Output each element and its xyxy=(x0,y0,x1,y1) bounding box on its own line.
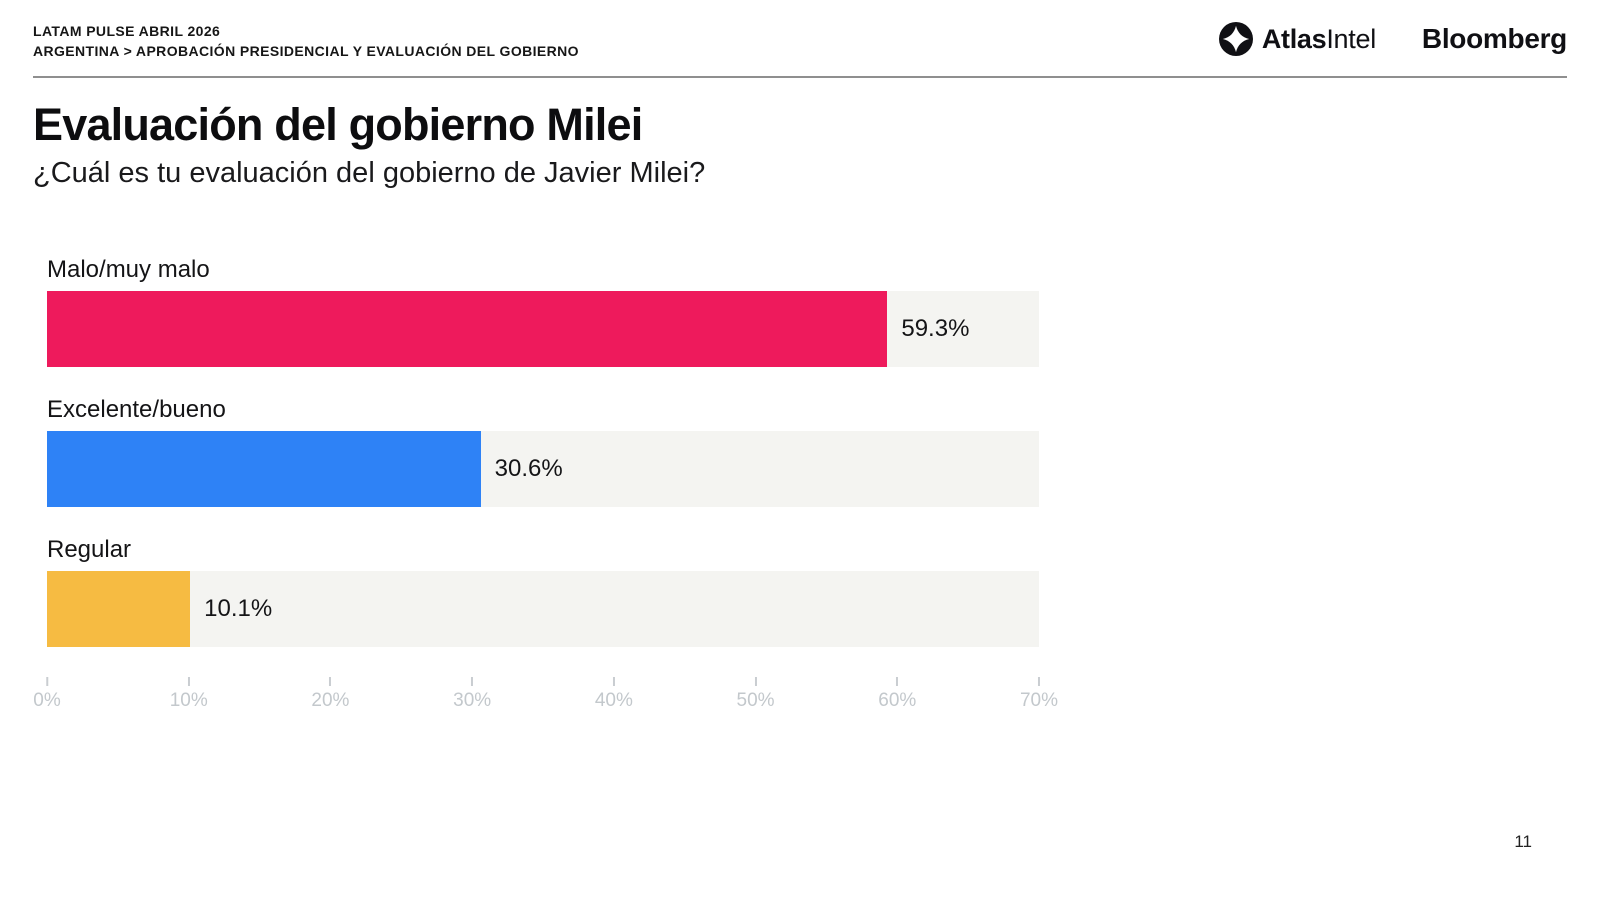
x-axis-tick: 40% xyxy=(595,677,633,712)
x-axis-tick: 70% xyxy=(1020,677,1058,712)
bar-category-label: Excelente/bueno xyxy=(47,396,226,423)
x-axis-tick: 0% xyxy=(33,677,61,712)
x-axis-tick: 50% xyxy=(737,677,775,712)
atlas-wordmark-regular: Intel xyxy=(1326,23,1376,54)
header-kicker: LATAM PULSE ABRIL 2026 ARGENTINA > APROB… xyxy=(33,21,579,61)
bar-row: Excelente/bueno 30.6% xyxy=(47,397,1039,507)
bar-track: 30.6% xyxy=(47,431,1039,507)
bar-row: Malo/muy malo 59.3% xyxy=(47,257,1039,367)
bar-row: Regular 10.1% xyxy=(47,537,1039,647)
x-axis-tick-label: 60% xyxy=(878,690,917,711)
bar-track: 10.1% xyxy=(47,571,1039,647)
breadcrumb: ARGENTINA > APROBACIÓN PRESIDENCIAL Y EV… xyxy=(33,43,579,59)
bar-category-label: Regular xyxy=(47,536,132,563)
x-axis: 0% 10% 20% 30% 40% 50% 60% 70% xyxy=(33,677,1058,725)
x-axis-tick-label: 30% xyxy=(453,690,492,711)
x-axis-tick: 60% xyxy=(878,677,916,712)
bar-track: 59.3% xyxy=(47,291,1039,367)
page-number: 11 xyxy=(1514,832,1532,851)
page-title: Evaluación del gobierno Milei xyxy=(33,99,643,150)
atlasintel-logo: AtlasIntel xyxy=(1218,22,1376,56)
x-axis-tick-mark xyxy=(46,677,48,686)
x-axis-tick-mark xyxy=(1038,677,1040,686)
x-axis-tick: 20% xyxy=(311,677,349,712)
header-divider xyxy=(33,76,1567,78)
x-axis-tick-label: 10% xyxy=(169,690,208,711)
x-axis-tick-mark xyxy=(187,677,190,686)
atlasintel-compass-icon xyxy=(1218,22,1253,56)
x-axis-tick: 10% xyxy=(170,677,208,712)
atlasintel-wordmark: AtlasIntel xyxy=(1262,24,1376,55)
x-axis-tick-label: 50% xyxy=(736,690,775,711)
x-axis-tick-label: 20% xyxy=(311,690,350,711)
x-axis-tick-mark xyxy=(329,677,332,686)
x-axis-tick-label: 0% xyxy=(33,690,61,711)
bar-fill xyxy=(47,291,888,367)
survey-question: ¿Cuál es tu evaluación del gobierno de J… xyxy=(33,157,706,189)
bar-fill xyxy=(47,431,481,507)
header-logos: AtlasIntel Bloomberg xyxy=(1218,22,1567,56)
bar-value-label: 30.6% xyxy=(494,455,563,482)
x-axis-tick-mark xyxy=(754,677,757,686)
bloomberg-logo: Bloomberg xyxy=(1421,23,1567,54)
x-axis-tick-mark xyxy=(896,677,899,686)
x-axis-tick-label: 40% xyxy=(594,690,633,711)
x-axis-tick-mark xyxy=(471,677,474,686)
bar-value-label: 10.1% xyxy=(204,595,273,622)
bar-category-label: Malo/muy malo xyxy=(47,256,210,283)
x-axis-tick-mark xyxy=(612,677,615,686)
bar-fill xyxy=(47,571,191,647)
x-axis-tick-label: 70% xyxy=(1019,690,1059,711)
x-axis-tick: 30% xyxy=(453,677,491,712)
bar-value-label: 59.3% xyxy=(901,315,970,342)
report-edition: LATAM PULSE ABRIL 2026 xyxy=(33,23,221,39)
atlas-wordmark-bold: Atlas xyxy=(1261,23,1327,54)
bar-chart: Malo/muy malo 59.3% Excelente/bueno 30.6% Re… xyxy=(33,257,1058,725)
